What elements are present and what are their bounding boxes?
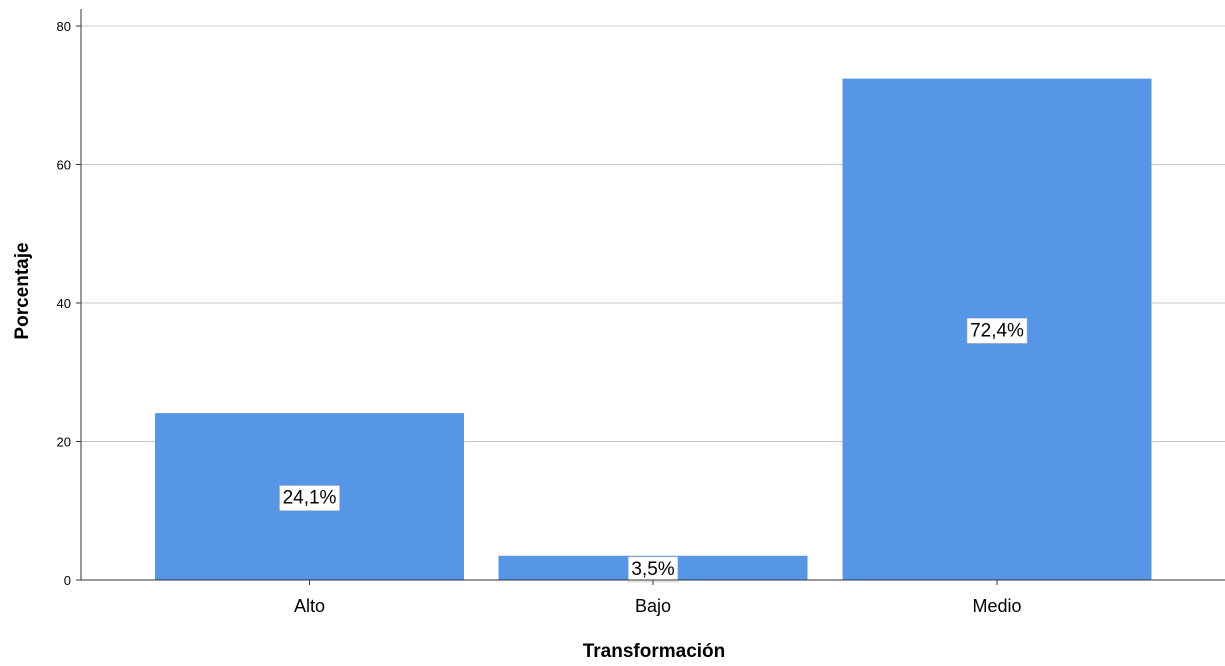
y-tick-label: 0 xyxy=(64,573,71,588)
y-tick-labels: 0 20 40 60 80 xyxy=(57,19,81,588)
x-axis-title: Transformación xyxy=(583,641,726,662)
y-axis-title: Porcentaje xyxy=(12,242,33,339)
data-label-text: 72,4% xyxy=(970,320,1024,341)
data-label-box xyxy=(966,318,1028,344)
data-label: 72,4% xyxy=(966,318,1028,344)
y-tick-label: 60 xyxy=(57,158,71,173)
data-label: 3,5% xyxy=(628,556,679,583)
data-label-text: 3,5% xyxy=(631,559,674,580)
data-label-box xyxy=(628,556,679,583)
y-tick-label: 20 xyxy=(57,435,71,450)
y-tick-label: 40 xyxy=(57,296,71,311)
x-tick-label: Medio xyxy=(972,596,1021,616)
x-tick-label: Bajo xyxy=(635,596,671,616)
data-label: 24,1% xyxy=(279,485,340,511)
data-labels: 24,1% 3,5% 72,4% xyxy=(279,318,1028,583)
x-tick-labels: Alto Bajo Medio xyxy=(294,580,1022,616)
y-tick-label: 80 xyxy=(57,19,71,34)
data-label-box xyxy=(279,485,340,511)
data-label-text: 24,1% xyxy=(283,488,337,509)
x-tick-label: Alto xyxy=(294,596,325,616)
